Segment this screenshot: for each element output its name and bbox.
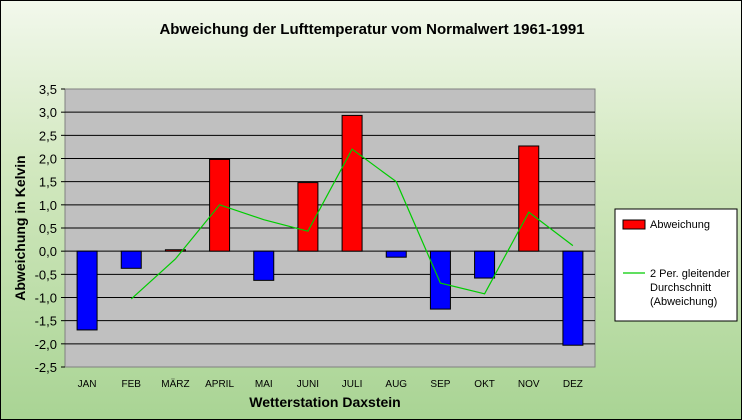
x-tick-label: APRIL <box>205 379 234 390</box>
y-tick-label: -2,0 <box>35 337 57 352</box>
bar-series <box>76 114 584 346</box>
bar-juli <box>341 114 363 252</box>
y-tick-label: -2,5 <box>35 360 57 375</box>
legend-label-line-2: Durchschnitt <box>650 282 711 294</box>
bar-dez <box>562 250 584 346</box>
x-tick-label: OKT <box>474 379 495 390</box>
x-tick-label: SEP <box>430 379 450 390</box>
bar-aug <box>385 250 407 258</box>
legend-label-line-3: (Abweichung) <box>650 296 717 308</box>
x-tick-label: DEZ <box>563 379 583 390</box>
chart-title: Abweichung der Lufttemperatur vom Normal… <box>159 21 584 38</box>
bar-feb <box>120 250 142 269</box>
y-tick-label: 1,0 <box>39 198 57 213</box>
x-tick-label: AUG <box>385 379 407 390</box>
bar-nov <box>518 145 540 252</box>
bar-okt <box>474 250 496 279</box>
moving-average-series <box>130 148 574 300</box>
y-tick-labels: 3,5 3,0 2,5 2,0 1,5 1,0 0,5 0,0 -0,5 -1,0 -1,5 -2,0… <box>35 82 57 375</box>
y-tick-label: -0,5 <box>35 267 57 282</box>
x-tick-label: MÄRZ <box>161 378 189 390</box>
bar-märz <box>164 249 186 252</box>
legend: Abweichung 2 Per. gleitender Durchschnit… <box>614 208 738 322</box>
y-tick-label: 3,0 <box>39 105 57 120</box>
y-tick-label: -1,0 <box>35 291 57 306</box>
x-tick-label: NOV <box>518 379 540 390</box>
bar-mai <box>253 250 275 281</box>
bar-sep <box>429 250 451 310</box>
x-tick-label: MAI <box>255 379 273 390</box>
y-tick-label: 0,5 <box>39 221 57 236</box>
y-tick-label: 0,0 <box>39 244 57 259</box>
x-tick-label: FEB <box>122 379 142 390</box>
bar-jan <box>76 250 98 331</box>
y-tick-label: 2,0 <box>39 152 57 167</box>
x-tick-label: JULI <box>342 379 363 390</box>
y-tick-label: -1,5 <box>35 314 57 329</box>
legend-label-bar: Abweichung <box>650 219 710 231</box>
gridlines <box>61 88 595 368</box>
x-tick-label: JAN <box>78 379 97 390</box>
y-tick-label: 1,5 <box>39 175 57 190</box>
x-tick-label: JUNI <box>297 379 319 390</box>
x-tick-labels: JAN FEB MÄRZ APRIL MAI JUNI JULI AUG SEP OKT NOV DE… <box>78 378 583 390</box>
y-tick-label: 2,5 <box>39 128 57 143</box>
legend-label-line-1: 2 Per. gleitender <box>650 268 730 280</box>
y-axis-title: Abweichung in Kelvin <box>12 155 28 300</box>
x-axis-title: Wetterstation Daxstein <box>249 394 400 410</box>
bar-juni <box>297 182 319 252</box>
legend-swatch-bar <box>622 219 646 230</box>
moving-average-line <box>130 148 574 300</box>
y-tick-label: 3,5 <box>39 82 57 97</box>
